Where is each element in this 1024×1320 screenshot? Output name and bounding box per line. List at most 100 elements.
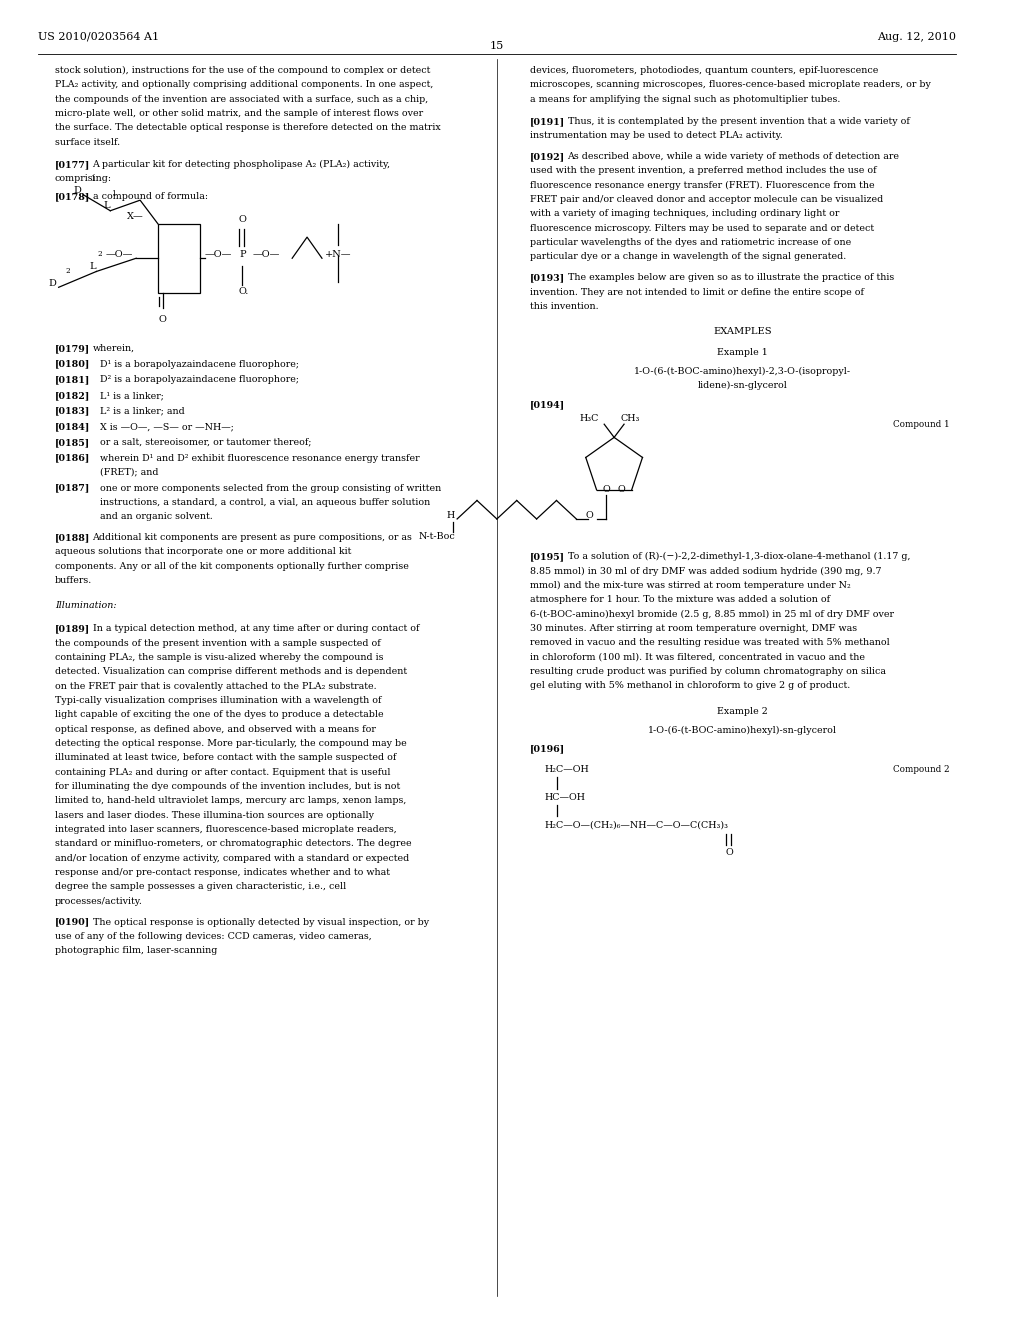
Text: one or more components selected from the group consisting of written: one or more components selected from the… — [100, 483, 441, 492]
Text: photographic film, laser-scanning: photographic film, laser-scanning — [54, 946, 217, 956]
Text: O: O — [617, 486, 626, 495]
Text: instructions, a standard, a control, a vial, an aqueous buffer solution: instructions, a standard, a control, a v… — [100, 498, 431, 507]
Text: lidene)-sn-glycerol: lidene)-sn-glycerol — [697, 381, 787, 391]
Text: O: O — [602, 486, 610, 495]
Text: integrated into laser scanners, fluorescence-based microplate readers,: integrated into laser scanners, fluoresc… — [54, 825, 396, 834]
Text: used with the present invention, a preferred method includes the use of: used with the present invention, a prefe… — [529, 166, 877, 176]
Text: use of any of the following devices: CCD cameras, video cameras,: use of any of the following devices: CCD… — [54, 932, 372, 941]
Text: [0177]: [0177] — [54, 160, 90, 169]
Text: light capable of exciting the one of the dyes to produce a detectable: light capable of exciting the one of the… — [54, 710, 383, 719]
Text: [0186]: [0186] — [54, 454, 90, 462]
Text: comprising:: comprising: — [54, 174, 112, 183]
Text: [0182]: [0182] — [54, 391, 90, 400]
Text: [0179]: [0179] — [54, 345, 90, 352]
Text: Additional kit components are present as pure compositions, or as: Additional kit components are present as… — [92, 533, 413, 543]
Text: [0192]: [0192] — [529, 152, 565, 161]
Text: —O—: —O— — [252, 249, 280, 259]
Text: [0194]: [0194] — [529, 400, 565, 409]
Text: D: D — [74, 186, 82, 195]
Bar — [158, 224, 200, 293]
Text: D¹ is a borapolyazaindacene fluorophore;: D¹ is a borapolyazaindacene fluorophore; — [100, 360, 299, 368]
Text: surface itself.: surface itself. — [54, 137, 120, 147]
Text: gel eluting with 5% methanol in chloroform to give 2 g of product.: gel eluting with 5% methanol in chlorofo… — [529, 681, 850, 690]
Text: [0181]: [0181] — [54, 375, 90, 384]
Text: 2: 2 — [66, 268, 71, 276]
Text: +N—: +N— — [325, 249, 351, 259]
Text: degree the sample possesses a given characteristic, i.e., cell: degree the sample possesses a given char… — [54, 882, 346, 891]
Text: 8.85 mmol) in 30 ml of dry DMF was added sodium hydride (390 mg, 9.7: 8.85 mmol) in 30 ml of dry DMF was added… — [529, 566, 882, 576]
Text: this invention.: this invention. — [529, 302, 598, 312]
Text: [0187]: [0187] — [54, 483, 90, 492]
Text: L² is a linker; and: L² is a linker; and — [100, 407, 185, 416]
Text: Compound 1: Compound 1 — [893, 420, 950, 429]
Text: illuminated at least twice, before contact with the sample suspected of: illuminated at least twice, before conta… — [54, 754, 396, 763]
Text: [0180]: [0180] — [54, 360, 90, 368]
Text: 2: 2 — [97, 251, 102, 259]
Text: [0183]: [0183] — [54, 407, 90, 416]
Text: 1: 1 — [112, 190, 116, 198]
Text: containing PLA₂, the sample is visu-alized whereby the compound is: containing PLA₂, the sample is visu-aliz… — [54, 653, 383, 663]
Text: mmol) and the mix-ture was stirred at room temperature under N₂: mmol) and the mix-ture was stirred at ro… — [529, 581, 850, 590]
Text: O: O — [158, 315, 166, 323]
Text: removed in vacuo and the resulting residue was treated with 5% methanol: removed in vacuo and the resulting resid… — [529, 638, 890, 647]
Text: in chloroform (100 ml). It was filtered, concentrated in vacuo and the: in chloroform (100 ml). It was filtered,… — [529, 652, 864, 661]
Text: response and/or pre-contact response, indicates whether and to what: response and/or pre-contact response, in… — [54, 869, 390, 876]
Text: for illuminating the dye compounds of the invention includes, but is not: for illuminating the dye compounds of th… — [54, 781, 400, 791]
Text: Example 2: Example 2 — [717, 708, 768, 717]
Text: O: O — [726, 847, 733, 857]
Text: Illumination:: Illumination: — [54, 601, 117, 610]
Text: [0185]: [0185] — [54, 438, 90, 447]
Text: The examples below are given so as to illustrate the practice of this: The examples below are given so as to il… — [567, 273, 894, 282]
Text: the compounds of the present invention with a sample suspected of: the compounds of the present invention w… — [54, 639, 380, 648]
Text: To a solution of (R)-(−)-2,2-dimethyl-1,3-diox-olane-4-methanol (1.17 g,: To a solution of (R)-(−)-2,2-dimethyl-1,… — [567, 552, 910, 561]
Text: X is —O—, —S— or —NH—;: X is —O—, —S— or —NH—; — [100, 422, 234, 432]
Text: detected. Visualization can comprise different methods and is dependent: detected. Visualization can comprise dif… — [54, 668, 407, 676]
Text: L: L — [103, 201, 111, 210]
Text: H₃C: H₃C — [580, 414, 599, 424]
Text: invention. They are not intended to limit or define the entire scope of: invention. They are not intended to limi… — [529, 288, 863, 297]
Text: O.: O. — [239, 288, 249, 296]
Text: resulting crude product was purified by column chromatography on silica: resulting crude product was purified by … — [529, 667, 886, 676]
Text: [0193]: [0193] — [529, 273, 565, 282]
Text: O: O — [239, 215, 247, 224]
Text: a compound of formula:: a compound of formula: — [92, 193, 208, 202]
Text: containing PLA₂ and during or after contact. Equipment that is useful: containing PLA₂ and during or after cont… — [54, 768, 390, 776]
Text: [0189]: [0189] — [54, 624, 90, 634]
Text: CH₃: CH₃ — [621, 414, 639, 424]
Text: detecting the optical response. More par-ticularly, the compound may be: detecting the optical response. More par… — [54, 739, 407, 748]
Text: 1: 1 — [90, 176, 95, 183]
Text: 30 minutes. After stirring at room temperature overnight, DMF was: 30 minutes. After stirring at room tempe… — [529, 624, 857, 632]
Text: 1-O-(6-(t-BOC-amino)hexyl)-2,3-O-(isopropyl-: 1-O-(6-(t-BOC-amino)hexyl)-2,3-O-(isopro… — [634, 367, 851, 376]
Text: [0184]: [0184] — [54, 422, 90, 432]
Text: particular dye or a change in wavelength of the signal generated.: particular dye or a change in wavelength… — [529, 252, 846, 261]
Text: [0188]: [0188] — [54, 533, 90, 543]
Text: stock solution), instructions for the use of the compound to complex or detect: stock solution), instructions for the us… — [54, 66, 430, 75]
Text: X—: X— — [127, 211, 144, 220]
Text: instrumentation may be used to detect PLA₂ activity.: instrumentation may be used to detect PL… — [529, 131, 782, 140]
Text: optical response, as defined above, and observed with a means for: optical response, as defined above, and … — [54, 725, 376, 734]
Text: components. Any or all of the kit components optionally further comprise: components. Any or all of the kit compon… — [54, 562, 409, 570]
Text: devices, fluorometers, photodiodes, quantum counters, epif-luorescence: devices, fluorometers, photodiodes, quan… — [529, 66, 878, 75]
Text: [0191]: [0191] — [529, 117, 565, 125]
Text: —O—: —O— — [105, 249, 133, 259]
Text: N-t-Boc: N-t-Boc — [419, 532, 455, 541]
Text: A particular kit for detecting phospholipase A₂ (PLA₂) activity,: A particular kit for detecting phospholi… — [92, 160, 390, 169]
Text: L¹ is a linker;: L¹ is a linker; — [100, 391, 164, 400]
Text: microscopes, scanning microscopes, fluores-cence-based microplate readers, or by: microscopes, scanning microscopes, fluor… — [529, 81, 931, 90]
Text: PLA₂ activity, and optionally comprising additional components. In one aspect,: PLA₂ activity, and optionally comprising… — [54, 81, 433, 90]
Text: Example 1: Example 1 — [717, 348, 768, 358]
Text: Thus, it is contemplated by the present invention that a wide variety of: Thus, it is contemplated by the present … — [567, 117, 909, 125]
Text: D² is a borapolyazaindacene fluorophore;: D² is a borapolyazaindacene fluorophore; — [100, 375, 299, 384]
Text: limited to, hand-held ultraviolet lamps, mercury arc lamps, xenon lamps,: limited to, hand-held ultraviolet lamps,… — [54, 796, 407, 805]
Text: HC—OH: HC—OH — [545, 792, 586, 801]
Text: processes/activity.: processes/activity. — [54, 896, 142, 906]
Text: 6-(t-BOC-amino)hexyl bromide (2.5 g, 8.85 mmol) in 25 ml of dry DMF over: 6-(t-BOC-amino)hexyl bromide (2.5 g, 8.8… — [529, 610, 894, 619]
Text: (FRET); and: (FRET); and — [100, 467, 159, 477]
Text: or a salt, stereoisomer, or tautomer thereof;: or a salt, stereoisomer, or tautomer the… — [100, 438, 312, 447]
Text: O: O — [586, 511, 593, 520]
Text: FRET pair and/or cleaved donor and acceptor molecule can be visualized: FRET pair and/or cleaved donor and accep… — [529, 195, 883, 205]
Text: lasers and laser diodes. These illumina-tion sources are optionally: lasers and laser diodes. These illumina-… — [54, 810, 374, 820]
Text: micro-plate well, or other solid matrix, and the sample of interest flows over: micro-plate well, or other solid matrix,… — [54, 110, 423, 117]
Text: L: L — [90, 261, 96, 271]
Text: aqueous solutions that incorporate one or more additional kit: aqueous solutions that incorporate one o… — [54, 548, 351, 557]
